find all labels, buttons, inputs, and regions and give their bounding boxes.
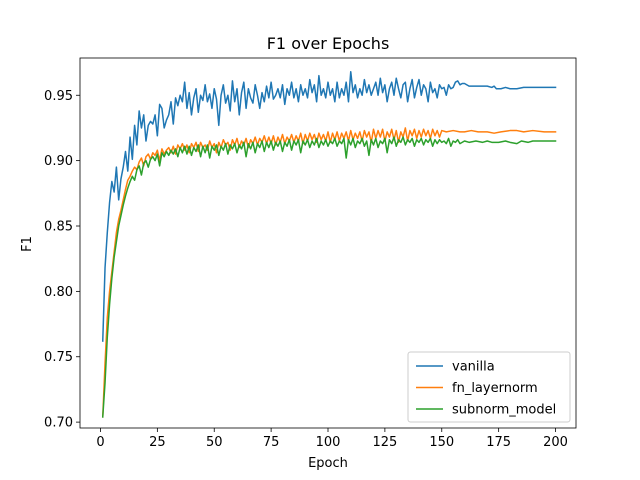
series-layer [101, 70, 557, 418]
y-axis: 0.70 0.75 0.80 0.85 0.90 0.95 [44, 89, 80, 431]
legend-label-fn_layernorm: fn_layernorm [452, 381, 538, 396]
series-line-vanilla [101, 70, 557, 342]
x-axis-title: Epoch [308, 456, 348, 471]
chart-title: F1 over Epochs [267, 34, 390, 53]
x-tick-label: 50 [206, 435, 223, 450]
x-tick-label: 150 [429, 435, 454, 450]
x-tick-label: 100 [316, 435, 341, 450]
y-tick-label: 0.95 [44, 89, 73, 104]
legend: vanilla fn_layernorm subnorm_model [407, 351, 571, 423]
legend-label-vanilla: vanilla [452, 360, 495, 375]
x-tick-label: 75 [263, 435, 280, 450]
y-tick-label: 0.75 [44, 350, 73, 365]
x-axis: 0 25 50 75 100 125 150 175 200 [96, 428, 568, 450]
y-tick-label: 0.80 [44, 285, 73, 300]
y-axis-title: F1 [20, 236, 35, 252]
y-tick-label: 0.70 [44, 416, 73, 431]
legend-label-subnorm_model: subnorm_model [452, 403, 556, 418]
x-tick-label: 125 [372, 435, 397, 450]
x-tick-label: 175 [486, 435, 511, 450]
legend-box [407, 351, 571, 423]
x-tick-label: 25 [149, 435, 166, 450]
x-tick-label: 0 [96, 435, 104, 450]
series-line-subnorm_model [101, 136, 557, 418]
y-tick-label: 0.85 [44, 220, 73, 235]
y-tick-label: 0.90 [44, 154, 73, 169]
x-tick-label: 200 [543, 435, 568, 450]
